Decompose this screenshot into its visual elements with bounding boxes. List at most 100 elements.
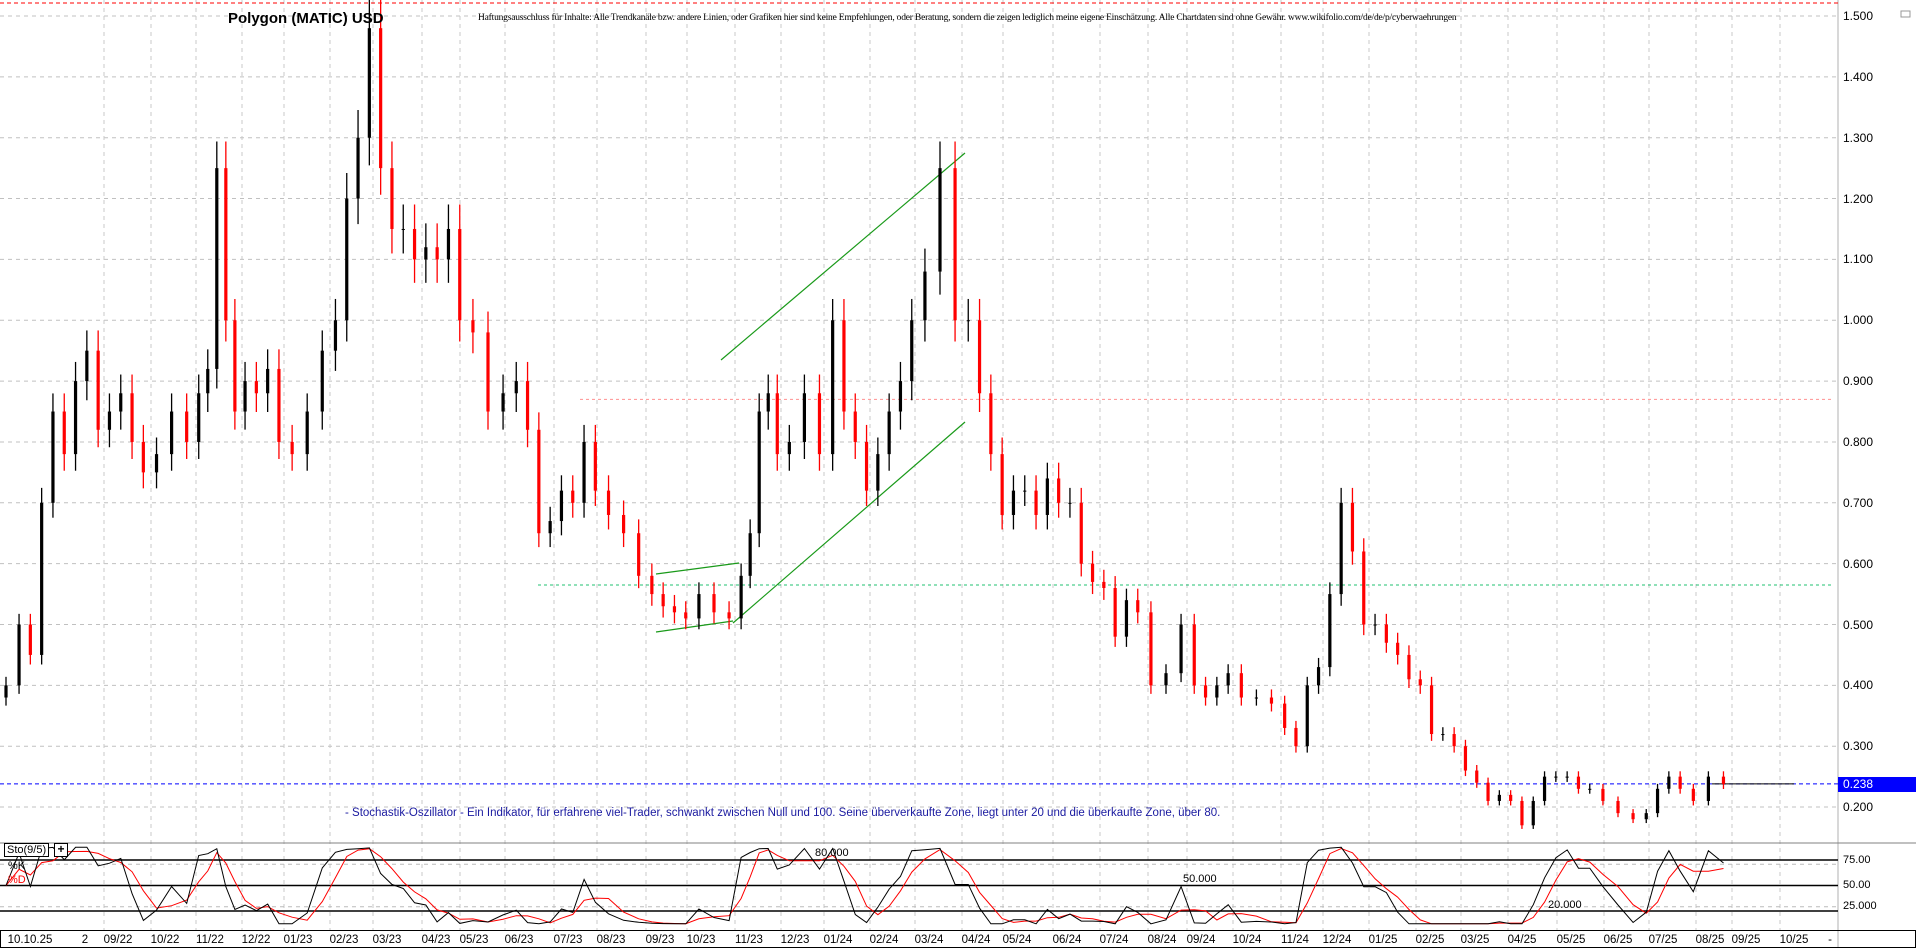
candle-body — [593, 441, 597, 491]
candle-body — [1631, 813, 1635, 820]
candle-body — [305, 411, 309, 455]
x-tick-label: 06/25 — [1603, 934, 1633, 946]
candle-body — [1655, 788, 1660, 814]
candle-body — [1542, 776, 1547, 801]
add-indicator-icon[interactable]: + — [54, 843, 68, 857]
candle-body — [62, 411, 66, 455]
candle-body — [379, 28, 383, 169]
candle-body — [1418, 679, 1422, 686]
candle-body — [650, 575, 654, 595]
candle-body — [1023, 490, 1027, 492]
candle-body — [739, 575, 743, 619]
candle-body — [1407, 654, 1411, 680]
trend-line — [732, 421, 966, 624]
candle-body — [424, 247, 428, 260]
candle-body — [712, 594, 716, 613]
x-tick-label: 10/23 — [686, 934, 716, 946]
x-tick-label: 04/25 — [1507, 934, 1537, 946]
x-tick-label: 06/24 — [1052, 934, 1082, 946]
candle-body — [1294, 727, 1298, 747]
sto-axis-75: 75.00 — [1843, 854, 1871, 866]
chart-title: Polygon (MATIC) USD — [228, 10, 384, 27]
candle-body — [356, 137, 360, 199]
candle-body — [1226, 673, 1230, 686]
x-tick-label: 07/25 — [1648, 934, 1678, 946]
candle-body — [876, 454, 880, 491]
candle-body — [1269, 697, 1274, 704]
candle-body — [853, 411, 857, 442]
x-tick-label: 01/25 — [1368, 934, 1398, 946]
candle-body — [1396, 642, 1400, 655]
sto-k-line — [5, 846, 1724, 925]
trend-line — [655, 620, 734, 633]
candle-body — [802, 393, 806, 442]
x-tick-label: 01/23 — [283, 934, 313, 946]
x-tick-label: 11/24 — [1281, 934, 1309, 946]
candle-body — [1149, 612, 1153, 686]
x-tick-label: - — [1828, 934, 1832, 946]
y-tick-label: 0.500 — [1843, 617, 1874, 632]
y-tick-label: 0.800 — [1843, 434, 1874, 449]
candle-body — [28, 624, 32, 655]
candle-body — [206, 368, 210, 394]
candle-body — [525, 381, 530, 430]
candle-body — [1316, 667, 1321, 686]
x-tick-label: 09/22 — [103, 934, 133, 946]
candle-body — [1057, 478, 1061, 503]
x-tick-label: 2 — [81, 934, 89, 946]
candle-body — [412, 228, 417, 260]
candle-body — [85, 350, 89, 382]
candle-body — [1565, 776, 1569, 778]
x-tick-label: 02/24 — [869, 934, 899, 946]
candle-body — [1486, 782, 1490, 801]
candle-body — [1452, 734, 1456, 747]
candle-body — [1350, 502, 1355, 552]
candle-body — [1678, 776, 1682, 789]
y-tick-label: 0.900 — [1843, 374, 1874, 389]
candle-body — [1305, 685, 1309, 747]
y-tick-label: 0.300 — [1843, 739, 1874, 754]
y-tick-label: 1.000 — [1843, 313, 1874, 328]
candle-body — [4, 685, 8, 698]
candle-body — [1667, 776, 1671, 789]
x-tick-label: 03/23 — [372, 934, 402, 946]
y-tick-label: 0.400 — [1843, 678, 1874, 693]
candle-body — [1601, 788, 1605, 801]
candle-body — [471, 320, 475, 333]
candle-body — [1576, 776, 1581, 789]
collapse-icon — [1900, 10, 1911, 18]
candle-body — [1721, 776, 1726, 784]
y-tick-label: 1.400 — [1843, 69, 1874, 84]
x-tick-label: 05/23 — [459, 934, 489, 946]
candle-body — [1102, 581, 1106, 588]
stochastic-label[interactable]: Sto(9/5) — [4, 843, 50, 857]
level-20-label: 20.000 — [1548, 899, 1582, 911]
current-price-label: 0.238 — [1838, 777, 1916, 792]
candle-body — [864, 441, 869, 491]
candle-body — [73, 381, 78, 455]
x-tick-label: 05/24 — [1002, 934, 1032, 946]
candle-body — [17, 624, 21, 686]
candle-body — [320, 350, 324, 412]
trend-line — [655, 562, 740, 575]
candle-body — [1239, 673, 1243, 698]
candle-body — [1124, 600, 1129, 637]
candle-body — [1429, 685, 1434, 735]
candle-body — [661, 594, 665, 607]
candle-body — [1373, 624, 1377, 626]
candle-body — [637, 533, 641, 576]
candle-body — [582, 441, 586, 503]
candle-body — [345, 198, 349, 321]
candle-body — [1283, 703, 1287, 728]
candle-body — [185, 411, 189, 442]
candle-body — [787, 441, 791, 455]
x-tick-label: 04/24 — [961, 934, 991, 946]
candle-body — [266, 368, 270, 394]
reference-lines — [0, 2, 1838, 785]
candle-body — [1644, 813, 1648, 820]
candle-body — [1339, 502, 1343, 595]
candle-body — [1588, 788, 1592, 790]
y-tick-label: 0.600 — [1843, 556, 1874, 571]
candle-body — [1068, 502, 1072, 504]
